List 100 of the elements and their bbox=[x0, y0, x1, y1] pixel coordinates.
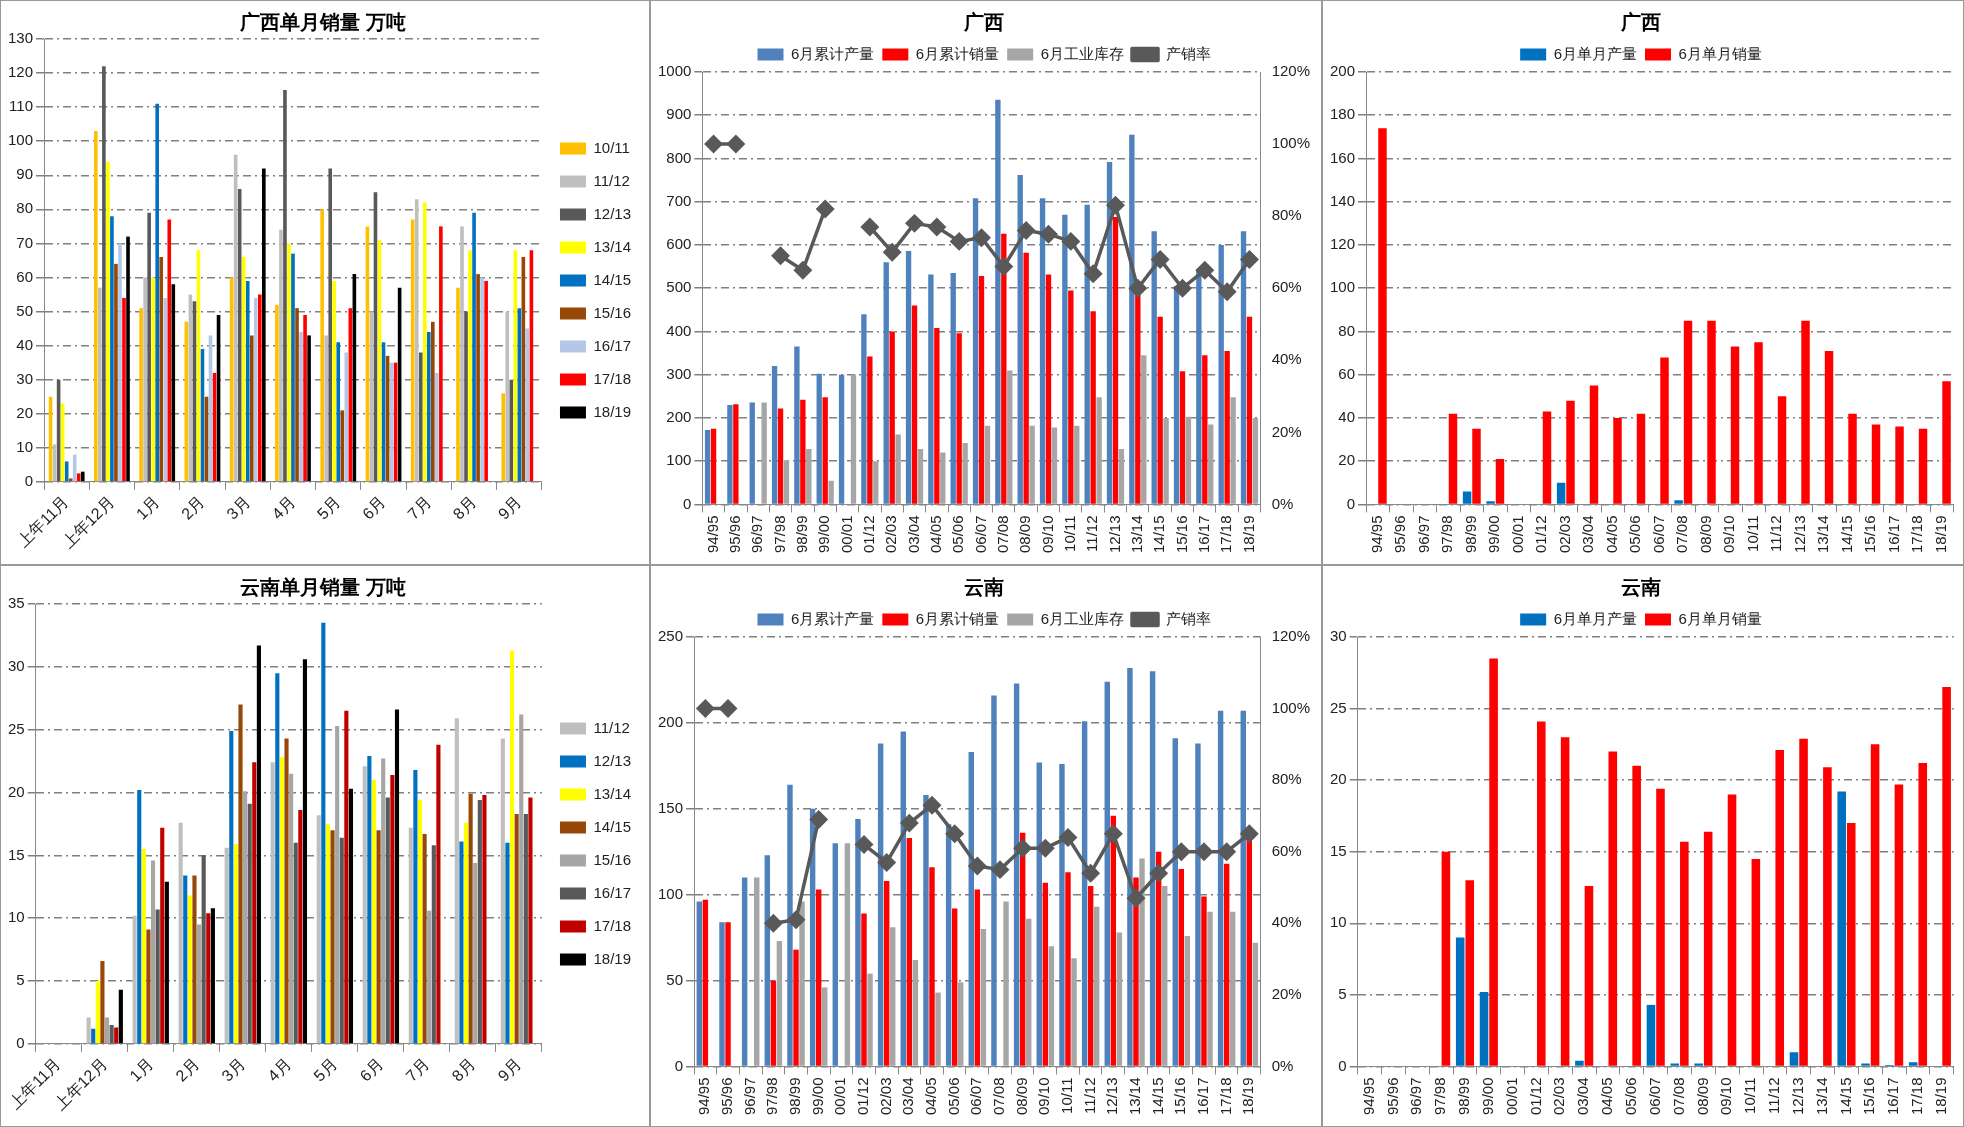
x-tick-label: 06/07 bbox=[971, 515, 989, 554]
y-tick-label: 800 bbox=[666, 148, 692, 166]
bar bbox=[733, 404, 739, 504]
bar bbox=[783, 460, 790, 504]
y-tick-label: 25 bbox=[8, 719, 25, 737]
bar bbox=[509, 650, 515, 1044]
x-tick-label: 15/16 bbox=[1171, 1077, 1189, 1116]
y-tick-label: 30 bbox=[8, 656, 25, 674]
bar bbox=[1589, 385, 1599, 504]
point bbox=[905, 214, 924, 233]
bar bbox=[291, 253, 295, 482]
bar bbox=[289, 773, 294, 1044]
bar bbox=[509, 379, 514, 482]
bar bbox=[224, 847, 229, 1044]
x-tick-label: 08/09 bbox=[1696, 515, 1714, 554]
bar bbox=[106, 161, 110, 482]
bar bbox=[867, 973, 873, 1066]
bar bbox=[951, 908, 958, 1066]
bar bbox=[1942, 687, 1951, 1066]
bar bbox=[284, 738, 289, 1044]
bar bbox=[1646, 1004, 1656, 1066]
legend-label: 17/18 bbox=[593, 369, 632, 387]
x-tick-label: 11/12 bbox=[1080, 1077, 1098, 1114]
legend-label: 14/15 bbox=[593, 270, 632, 288]
point bbox=[1173, 279, 1192, 297]
bar bbox=[171, 284, 176, 482]
bar bbox=[991, 695, 997, 1066]
x-tick-label: 7月 bbox=[404, 492, 435, 523]
x-tick-label: 96/97 bbox=[1407, 1077, 1425, 1116]
x-tick-label: 07/08 bbox=[993, 515, 1011, 554]
x-tick-label: 14/15 bbox=[1837, 515, 1855, 554]
x-tick-label: 00/01 bbox=[831, 1077, 849, 1116]
bar bbox=[381, 758, 386, 1044]
bar bbox=[1751, 858, 1761, 1066]
bar bbox=[1003, 901, 1009, 1066]
legend-label: 6月累计产量 bbox=[790, 44, 875, 62]
bar bbox=[1157, 316, 1163, 504]
point bbox=[1106, 196, 1125, 215]
bar bbox=[1185, 416, 1192, 504]
bar bbox=[1870, 744, 1880, 1066]
x-tick-label: 14/15 bbox=[1836, 1077, 1854, 1116]
point bbox=[1062, 232, 1080, 251]
bar bbox=[302, 659, 307, 1044]
bar bbox=[1789, 1052, 1799, 1066]
y2-tick-label: 80% bbox=[1271, 770, 1302, 788]
y-tick-label: 900 bbox=[666, 105, 692, 123]
x-tick-label: 01/12 bbox=[1526, 1077, 1544, 1116]
legend-label: 15/16 bbox=[593, 303, 632, 321]
bar bbox=[1754, 342, 1763, 504]
bar bbox=[1036, 762, 1042, 1066]
bar bbox=[1801, 320, 1810, 504]
bar bbox=[155, 909, 160, 1044]
bar bbox=[1823, 767, 1832, 1066]
y-tick-label: 30 bbox=[1330, 627, 1347, 645]
point bbox=[995, 257, 1013, 276]
bar bbox=[844, 843, 851, 1066]
y-tick-label: 50 bbox=[16, 301, 34, 319]
bar bbox=[1039, 198, 1046, 504]
x-tick-label: 07/08 bbox=[1669, 1077, 1687, 1116]
bar bbox=[439, 226, 443, 482]
bar bbox=[1201, 896, 1207, 1066]
bar bbox=[427, 910, 432, 1044]
bar bbox=[325, 823, 331, 1044]
bar bbox=[472, 212, 476, 482]
bar bbox=[114, 1027, 119, 1044]
bar bbox=[482, 795, 487, 1044]
x-tick-label: 10/11 bbox=[1741, 1077, 1759, 1114]
point bbox=[1151, 250, 1169, 269]
bar bbox=[187, 895, 192, 1044]
x-tick-label: 8月 bbox=[449, 492, 480, 523]
bar bbox=[76, 473, 81, 482]
y-tick-label: 20 bbox=[16, 403, 34, 421]
bar bbox=[245, 280, 250, 482]
point bbox=[855, 835, 873, 854]
bar bbox=[1894, 784, 1904, 1066]
bar bbox=[1495, 459, 1505, 504]
bar bbox=[410, 219, 415, 482]
x-tick-label: 02/03 bbox=[1550, 1077, 1568, 1116]
bar bbox=[1848, 413, 1857, 504]
point bbox=[1240, 825, 1259, 843]
x-tick-label: 06/07 bbox=[1645, 1077, 1663, 1116]
x-tick-label: 8月 bbox=[448, 1054, 479, 1085]
bar bbox=[1680, 841, 1689, 1066]
x-tick-label: 15/16 bbox=[1861, 515, 1879, 554]
bar bbox=[335, 725, 340, 1044]
bar bbox=[253, 297, 258, 482]
y-tick-label: 0 bbox=[1346, 494, 1356, 512]
bar bbox=[159, 257, 164, 482]
bar bbox=[270, 762, 275, 1044]
y-tick-label: 700 bbox=[666, 191, 692, 209]
bar bbox=[1135, 292, 1141, 504]
bar bbox=[980, 929, 987, 1066]
point bbox=[1127, 889, 1145, 908]
bar bbox=[513, 250, 518, 482]
y2-tick-label: 80% bbox=[1271, 206, 1302, 224]
x-tick-label: 99/00 bbox=[1478, 1077, 1496, 1116]
bar bbox=[303, 314, 307, 482]
x-tick-label: 16/17 bbox=[1194, 515, 1212, 554]
point bbox=[816, 200, 834, 218]
bar bbox=[995, 99, 1001, 504]
